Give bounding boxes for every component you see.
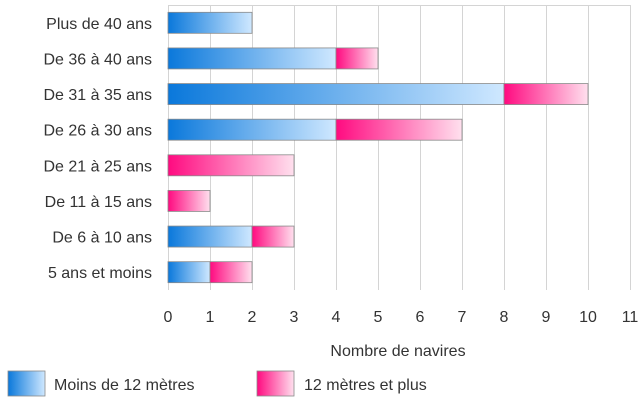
bar-small-6 — [167, 225, 253, 248]
x-tick-label: 7 — [458, 309, 467, 326]
bar-large-5 — [167, 190, 211, 212]
category-label: De 31 à 35 ans — [43, 87, 152, 104]
bar-small-7 — [167, 261, 211, 284]
x-tick-label: 1 — [206, 309, 215, 326]
bar-small-3 — [167, 118, 337, 141]
x-tick-label: 8 — [500, 309, 509, 326]
bar-large-4 — [167, 154, 295, 177]
bar-small-0 — [167, 11, 253, 34]
legend: Moins de 12 mètres 12 mètres et plus — [7, 370, 427, 397]
legend-swatch-small — [7, 370, 46, 397]
bar-large-3 — [335, 118, 463, 141]
category-label: 5 ans et moins — [48, 265, 152, 282]
x-tick-label: 0 — [164, 309, 173, 326]
category-label: De 6 à 10 ans — [52, 230, 152, 247]
x-tick-label: 4 — [332, 309, 341, 326]
legend-swatch-large — [256, 370, 295, 397]
axes: Plus de 40 ans De 36 à 40 ans De 31 à 35 a… — [43, 16, 638, 326]
category-label: De 21 à 25 ans — [43, 158, 152, 175]
bar-small-2 — [167, 83, 505, 105]
bar-large-7 — [209, 261, 253, 284]
bar-large-6 — [251, 225, 295, 248]
x-tick-label: 6 — [416, 309, 425, 326]
x-tick-label: 5 — [374, 309, 383, 326]
legend-label: Moins de 12 mètres — [54, 377, 195, 394]
category-label: De 36 à 40 ans — [43, 51, 152, 68]
x-tick-label: 9 — [542, 309, 551, 326]
legend-label: 12 mètres et plus — [304, 377, 427, 394]
bar-large-2 — [503, 83, 589, 105]
x-axis-title: Nombre de navires — [330, 343, 465, 360]
category-label: De 11 à 15 ans — [45, 194, 152, 211]
x-tick-label: 3 — [290, 309, 299, 326]
category-label: De 26 à 30 ans — [43, 123, 152, 140]
bar-large-1 — [335, 47, 379, 70]
x-tick-label: 11 — [622, 309, 639, 326]
x-tick-label: 2 — [248, 309, 257, 326]
bar-small-1 — [167, 47, 337, 70]
x-tick-label: 10 — [579, 309, 597, 326]
category-label: Plus de 40 ans — [46, 16, 152, 33]
bars — [167, 11, 589, 284]
